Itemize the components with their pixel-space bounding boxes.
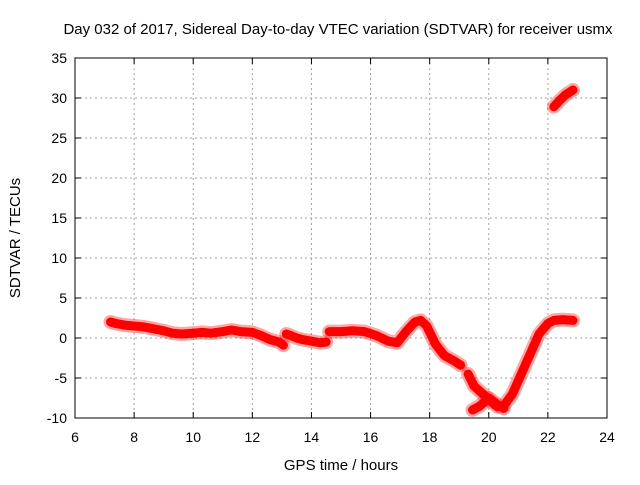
x-tick-label: 10	[185, 429, 201, 445]
data-point-marker	[431, 340, 440, 349]
data-point-marker	[337, 327, 345, 336]
series-group	[279, 327, 334, 350]
data-point-marker	[325, 327, 334, 336]
data-point-marker	[517, 370, 526, 378]
data-point-marker	[464, 370, 473, 378]
data-point-marker	[282, 330, 291, 338]
data-point-marker	[475, 402, 484, 410]
series-group	[103, 315, 291, 353]
data-point-marker	[206, 329, 215, 338]
data-point-marker	[478, 390, 487, 398]
data-point-marker	[257, 331, 266, 340]
y-tick-label: 20	[51, 170, 67, 186]
x-tick-label: 24	[599, 429, 615, 445]
y-tick-label: -10	[47, 410, 67, 426]
x-tick-label: 8	[130, 429, 138, 445]
data-point-marker	[177, 330, 186, 338]
x-tick-label: 16	[363, 429, 379, 445]
chart-title: Day 032 of 2017, Sidereal Day-to-day VTE…	[63, 21, 613, 38]
data-point-marker	[189, 329, 198, 338]
series-group	[465, 391, 511, 417]
y-axis-label: SDTVAR / TECUs	[7, 178, 24, 298]
data-point-marker	[508, 390, 517, 398]
data-point-marker	[569, 86, 578, 94]
data-point-marker	[449, 356, 458, 365]
data-point-marker	[248, 328, 257, 337]
x-tick-label: 20	[481, 429, 497, 445]
y-tick-label: 5	[59, 290, 67, 306]
series-band-halo	[546, 83, 580, 114]
data-point-marker	[422, 322, 431, 330]
data-point-marker	[266, 335, 275, 344]
data-point-marker	[292, 334, 301, 342]
data-point-marker	[555, 96, 564, 105]
data-point-marker	[360, 327, 369, 336]
data-point-marker	[416, 316, 425, 325]
data-point-marker	[168, 329, 177, 338]
series-group	[461, 312, 580, 414]
x-tick-label: 14	[304, 429, 320, 445]
data-point-marker	[138, 322, 147, 331]
tick-layer: 6 8 10 12 14 16 18 20 22 24 -10 -5 0 5 10 15 20 25 30 35	[47, 50, 615, 445]
data-point-marker	[274, 338, 283, 346]
series-band	[549, 85, 578, 112]
series-group	[546, 83, 580, 114]
y-tick-label: -5	[55, 370, 68, 386]
data-point-marker	[198, 328, 207, 337]
data-point-marker	[130, 322, 139, 330]
data-point-marker	[499, 404, 508, 413]
x-tick-label: 18	[422, 429, 438, 445]
data-point-marker	[393, 338, 402, 347]
data-point-marker	[470, 382, 478, 390]
data-point-marker	[218, 327, 227, 336]
data-point-marker	[410, 318, 419, 326]
data-point-marker	[348, 326, 357, 335]
x-axis-label: GPS time / hours	[284, 457, 398, 474]
x-tick-label: 22	[540, 429, 556, 445]
y-tick-label: 30	[51, 90, 67, 106]
data-point-marker	[569, 316, 578, 325]
data-point-marker	[526, 350, 535, 358]
data-point-marker	[549, 102, 558, 111]
y-tick-label: 10	[51, 250, 67, 266]
y-tick-label: 15	[51, 210, 67, 226]
data-point-marker	[558, 315, 567, 324]
plot-frame	[74, 57, 608, 419]
data-point-marker	[468, 406, 477, 414]
series-group	[322, 313, 468, 373]
data-point-marker	[484, 394, 493, 402]
x-tick-label: 6	[71, 429, 79, 445]
data-point-marker	[106, 318, 115, 326]
y-tick-label: 0	[59, 330, 67, 346]
data-point-marker	[492, 399, 501, 408]
data-point-marker	[535, 330, 544, 338]
y-tick-label: 25	[51, 130, 67, 146]
x-tick-label: 12	[245, 429, 261, 445]
data-point-marker	[561, 90, 570, 99]
data-point-marker	[549, 316, 558, 325]
data-point-marker	[286, 331, 295, 340]
data-point-marker	[384, 337, 393, 346]
data-point-marker	[440, 351, 449, 360]
data-point-marker	[322, 338, 331, 346]
data-point-marker	[316, 338, 325, 347]
data-point-marker	[543, 319, 552, 328]
data-point-marker	[147, 324, 156, 333]
grid-layer	[75, 58, 607, 418]
data-point-marker	[159, 326, 168, 335]
data-point-marker	[121, 321, 130, 330]
data-point-marker	[236, 327, 245, 336]
data-point-marker	[112, 319, 121, 328]
data-point-marker	[307, 337, 316, 346]
data-point-marker	[279, 341, 288, 350]
data-point-marker	[227, 326, 236, 334]
data-point-marker	[402, 327, 411, 336]
series-layer	[103, 83, 580, 417]
data-point-marker	[372, 331, 381, 340]
data-point-marker	[298, 335, 307, 344]
data-point-marker	[456, 361, 465, 370]
y-tick-label: 35	[51, 50, 67, 66]
